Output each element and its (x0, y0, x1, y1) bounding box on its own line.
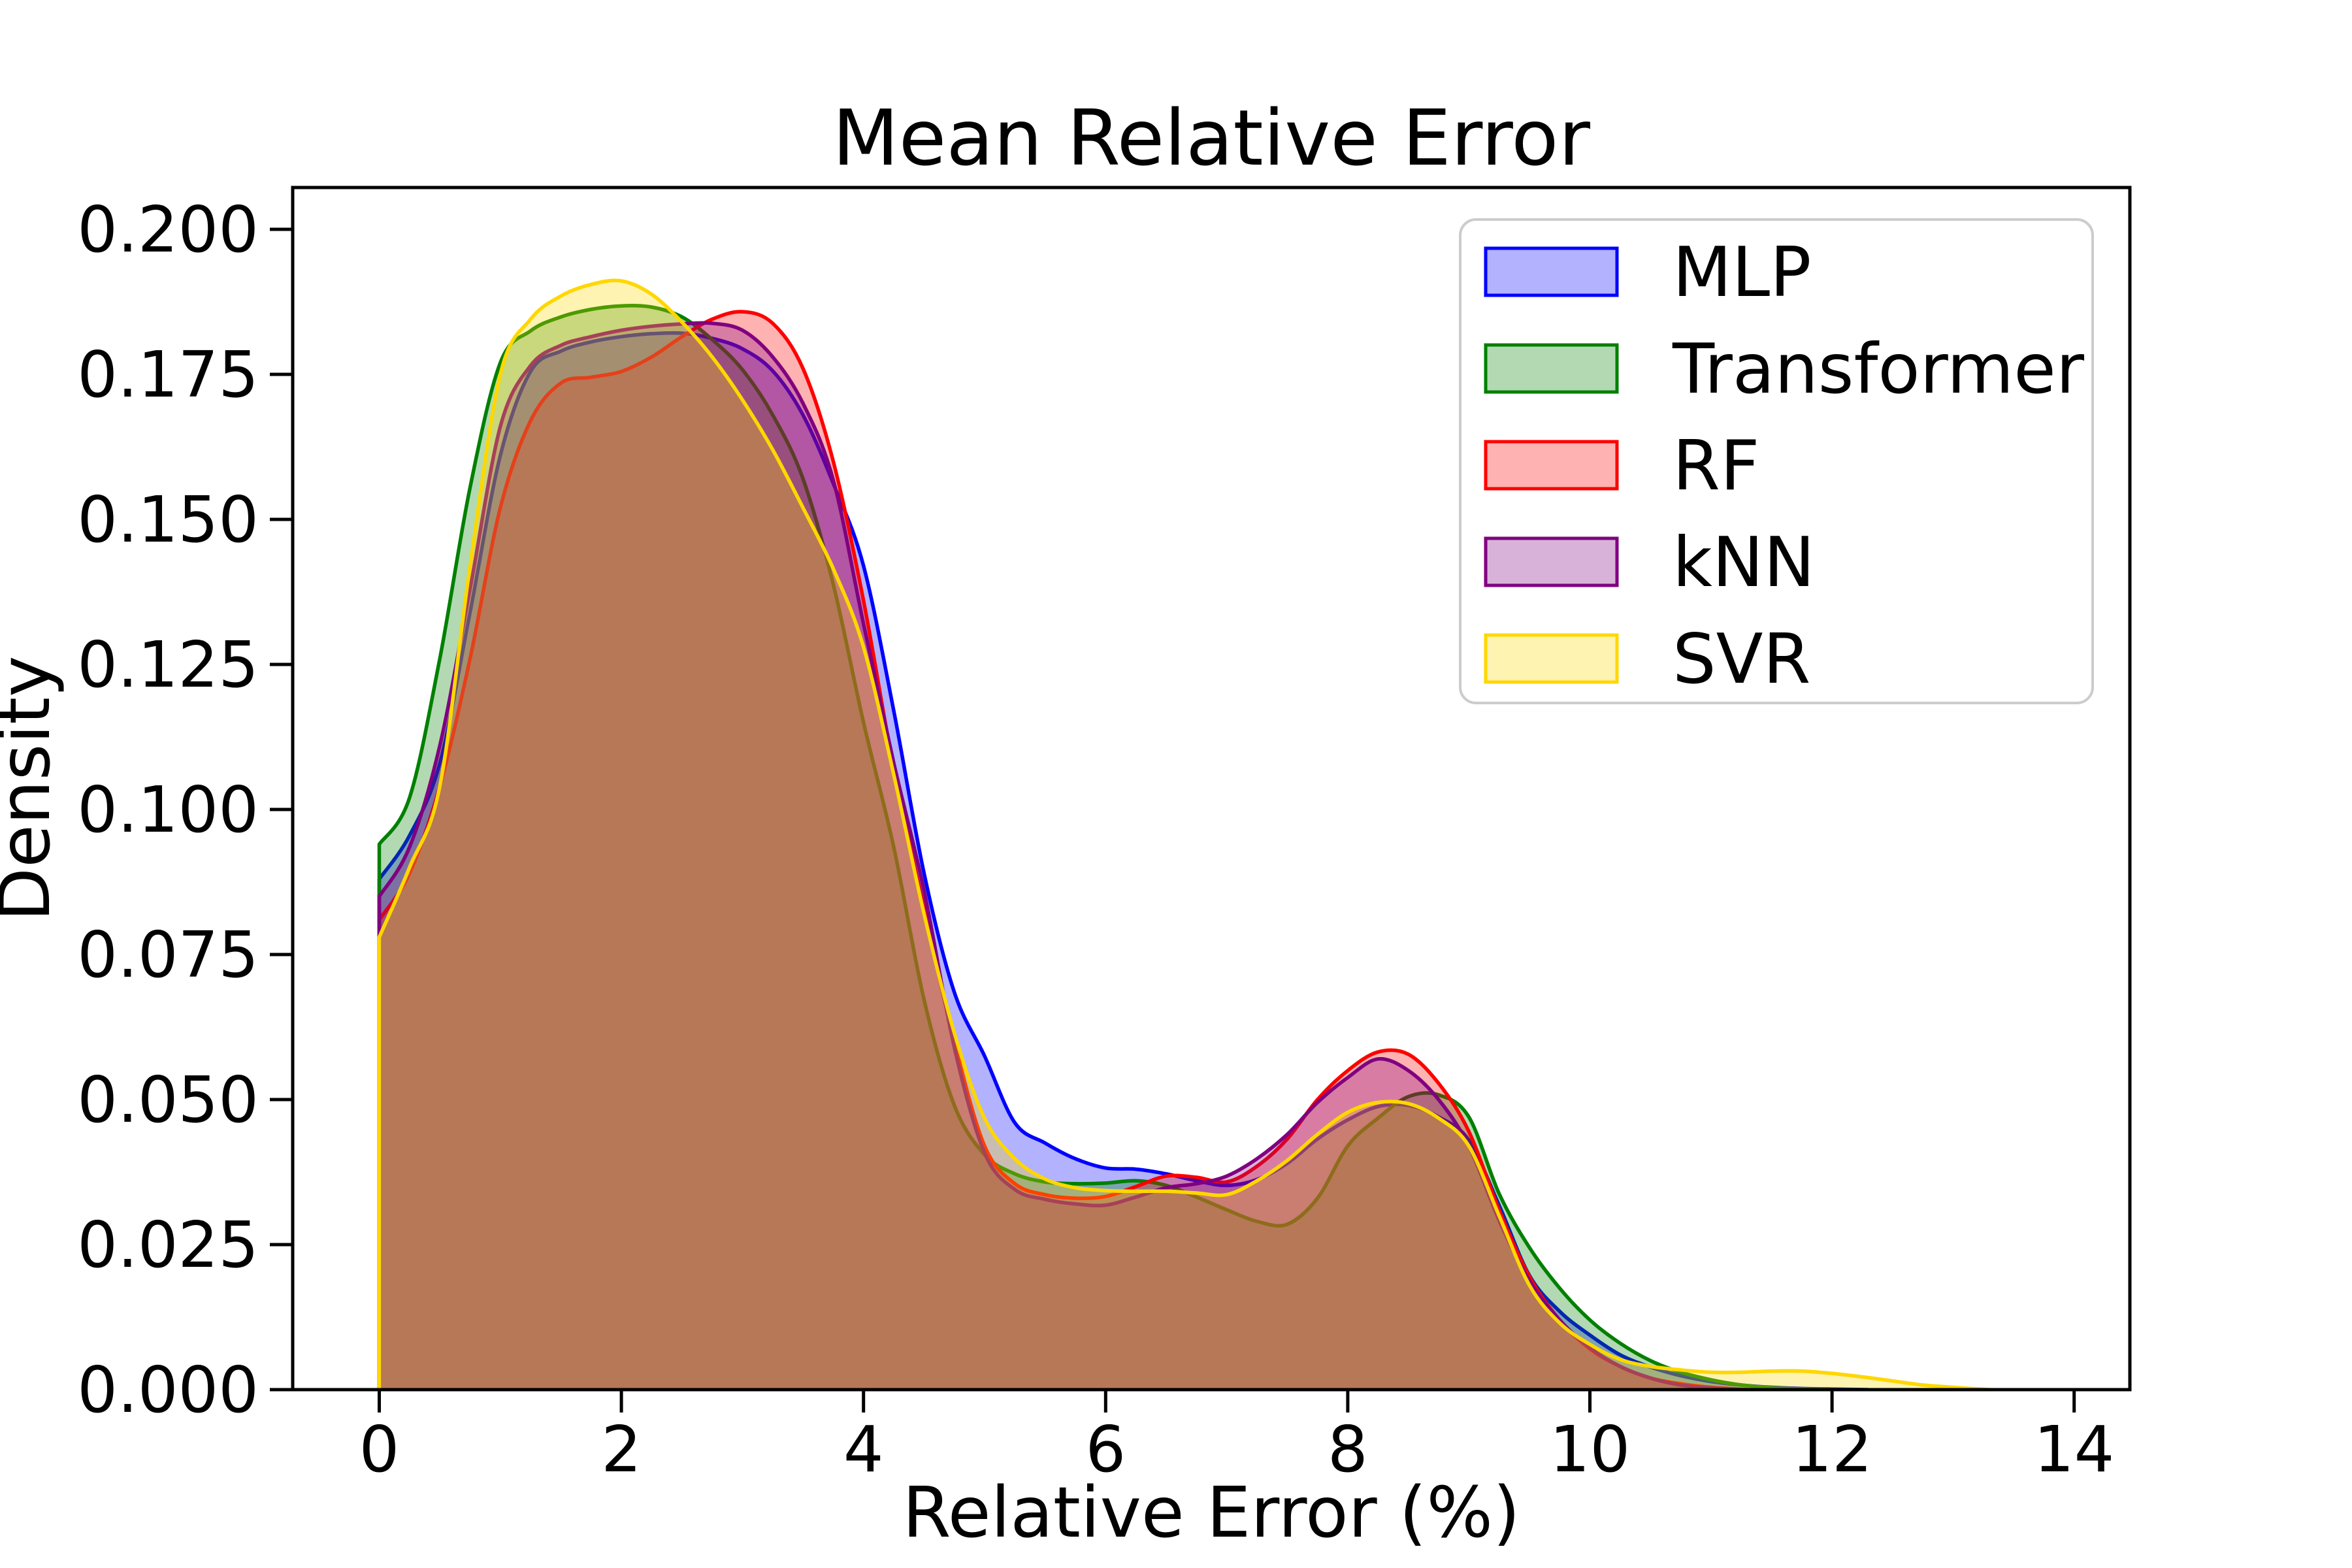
y-tick-label: 0.100 (77, 773, 259, 847)
kde-fill-RF (379, 312, 1748, 1390)
plot-border (291, 186, 2132, 1392)
legend-label-RF: RF (1673, 426, 1759, 506)
legend-swatch-Transformer (1484, 343, 1619, 394)
x-tick-label: 0 (359, 1413, 400, 1486)
legend-label-Transformer: Transformer (1672, 329, 2085, 409)
legend-label-SVR: SVR (1673, 619, 1810, 699)
chart-title: Mean Relative Error (832, 93, 1590, 183)
kde-curves (377, 278, 1990, 1390)
y-axis-ticks: 0.000 0.025 0.050 0.075 0.100 0.125 0.150 0.175… (77, 193, 293, 1427)
legend-swatch-SVR (1484, 633, 1619, 684)
x-tick-label: 2 (601, 1413, 642, 1486)
kde-fill-kNN (379, 323, 1748, 1390)
x-axis-ticks: 0 2 4 6 8 10 12 14 (359, 1390, 2114, 1486)
x-axis-label: Relative Error (%) (902, 1473, 1520, 1554)
y-tick-label: 0.125 (77, 628, 259, 702)
x-tick-label: 8 (1328, 1413, 1368, 1486)
kde-fill-SVR (379, 280, 1989, 1390)
legend-swatch-RF (1484, 440, 1619, 491)
legend-swatch-kNN (1484, 536, 1619, 587)
kde-line-Transformer (377, 304, 1833, 1390)
legend: MLP Transformer RF kNN SVR (1459, 218, 2094, 704)
y-axis-label: Density (0, 656, 66, 922)
x-tick-label: 10 (1550, 1413, 1630, 1486)
x-tick-label: 12 (1791, 1413, 1872, 1486)
y-tick-label: 0.025 (77, 1208, 259, 1282)
y-tick-label: 0.000 (77, 1353, 259, 1427)
legend-label-kNN: kNN (1673, 523, 1815, 602)
legend-swatch-MLP (1484, 246, 1619, 297)
kde-line-RF (377, 310, 1748, 1390)
x-tick-label: 6 (1085, 1413, 1126, 1486)
y-tick-label: 0.050 (77, 1063, 259, 1137)
legend-label-MLP: MLP (1673, 233, 1811, 312)
x-tick-label: 4 (843, 1413, 884, 1486)
y-tick-label: 0.150 (77, 483, 259, 557)
kde-fill-MLP (379, 333, 1869, 1390)
y-tick-label: 0.200 (77, 193, 259, 267)
kde-line-SVR (377, 278, 1990, 1390)
kde-line-MLP (377, 331, 1869, 1390)
x-tick-label: 14 (2034, 1413, 2114, 1486)
y-tick-label: 0.175 (77, 338, 259, 412)
y-tick-label: 0.075 (77, 918, 259, 992)
